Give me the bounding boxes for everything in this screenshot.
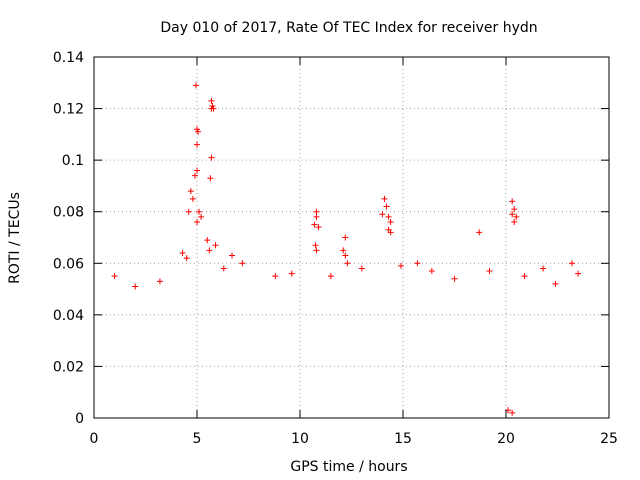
data-point	[183, 255, 190, 262]
data-point	[194, 167, 200, 174]
data-point	[315, 224, 322, 231]
y-tick-label: 0	[75, 411, 84, 427]
y-tick-label: 0.02	[53, 359, 84, 375]
data-point	[206, 247, 213, 254]
data-point	[511, 206, 518, 213]
data-point	[414, 260, 421, 267]
chart-title: Day 010 of 2017, Rate Of TEC Index for r…	[160, 20, 537, 36]
y-tick-label: 0.1	[62, 153, 84, 169]
data-point	[111, 273, 118, 280]
data-point	[229, 252, 236, 259]
data-point	[327, 273, 334, 280]
data-point	[387, 229, 394, 236]
x-tick-label: 15	[394, 431, 412, 447]
data-point	[476, 229, 483, 236]
x-tick-labels: 0 5 10 15 20 25	[90, 431, 618, 447]
data-point	[194, 126, 200, 133]
x-tick-label: 25	[600, 431, 618, 447]
data-point	[513, 213, 520, 220]
data-point	[509, 211, 516, 218]
data-point	[379, 211, 386, 218]
data-point	[509, 198, 516, 205]
data-point	[288, 270, 295, 277]
data-point	[385, 213, 392, 220]
data-point	[208, 154, 215, 161]
data-point	[212, 242, 219, 249]
data-point	[511, 219, 518, 226]
data-point	[521, 273, 528, 280]
data-point	[179, 249, 186, 256]
data-point	[313, 247, 320, 254]
x-tick-label: 20	[497, 431, 515, 447]
data-points	[111, 82, 582, 416]
data-point	[272, 273, 279, 280]
data-point	[198, 213, 205, 220]
data-point	[342, 252, 349, 259]
data-point	[209, 102, 216, 109]
data-point	[383, 203, 390, 210]
data-point	[340, 247, 347, 254]
data-point	[187, 188, 194, 195]
data-point	[191, 172, 198, 179]
data-point	[208, 97, 215, 104]
grid-lines	[94, 57, 609, 418]
data-point	[387, 219, 394, 226]
axis-ticks	[93, 56, 610, 419]
data-point	[568, 260, 575, 267]
data-point	[210, 105, 217, 112]
data-point	[204, 237, 211, 244]
data-point	[486, 268, 493, 275]
data-point	[358, 265, 365, 272]
y-tick-label: 0.08	[53, 205, 84, 221]
data-point	[540, 265, 547, 272]
data-point	[189, 195, 196, 202]
data-point	[156, 278, 163, 285]
data-point	[311, 221, 318, 228]
x-axis-title: GPS time / hours	[290, 459, 407, 475]
data-point	[397, 262, 404, 269]
data-point	[194, 219, 200, 226]
data-point	[132, 283, 139, 290]
data-point	[381, 195, 388, 202]
data-point	[220, 265, 227, 272]
data-point	[194, 141, 200, 148]
data-point	[342, 234, 349, 241]
data-point	[451, 275, 458, 282]
data-point	[196, 208, 203, 215]
y-tick-label: 0.04	[53, 308, 84, 324]
data-point	[344, 260, 351, 267]
data-point	[239, 260, 246, 267]
data-point	[195, 128, 202, 135]
data-point	[185, 208, 192, 215]
y-tick-label: 0.06	[53, 256, 84, 272]
data-point	[192, 82, 199, 89]
y-tick-label: 0.12	[53, 102, 84, 118]
y-axis-title: ROTI / TECUs	[7, 192, 23, 284]
data-point	[575, 270, 582, 277]
data-point	[509, 409, 516, 416]
data-point	[313, 208, 320, 215]
y-tick-label: 0.14	[53, 50, 84, 66]
y-tick-labels: 0 0.02 0.04 0.06 0.08 0.1 0.12 0.14	[53, 50, 84, 427]
x-tick-label: 10	[291, 431, 309, 447]
x-tick-label: 0	[90, 431, 99, 447]
data-point	[312, 242, 319, 249]
data-point	[428, 268, 435, 275]
data-point	[552, 280, 559, 287]
data-point	[207, 175, 214, 182]
data-point	[313, 213, 320, 220]
plot-frame	[93, 56, 610, 419]
x-tick-label: 5	[193, 431, 202, 447]
